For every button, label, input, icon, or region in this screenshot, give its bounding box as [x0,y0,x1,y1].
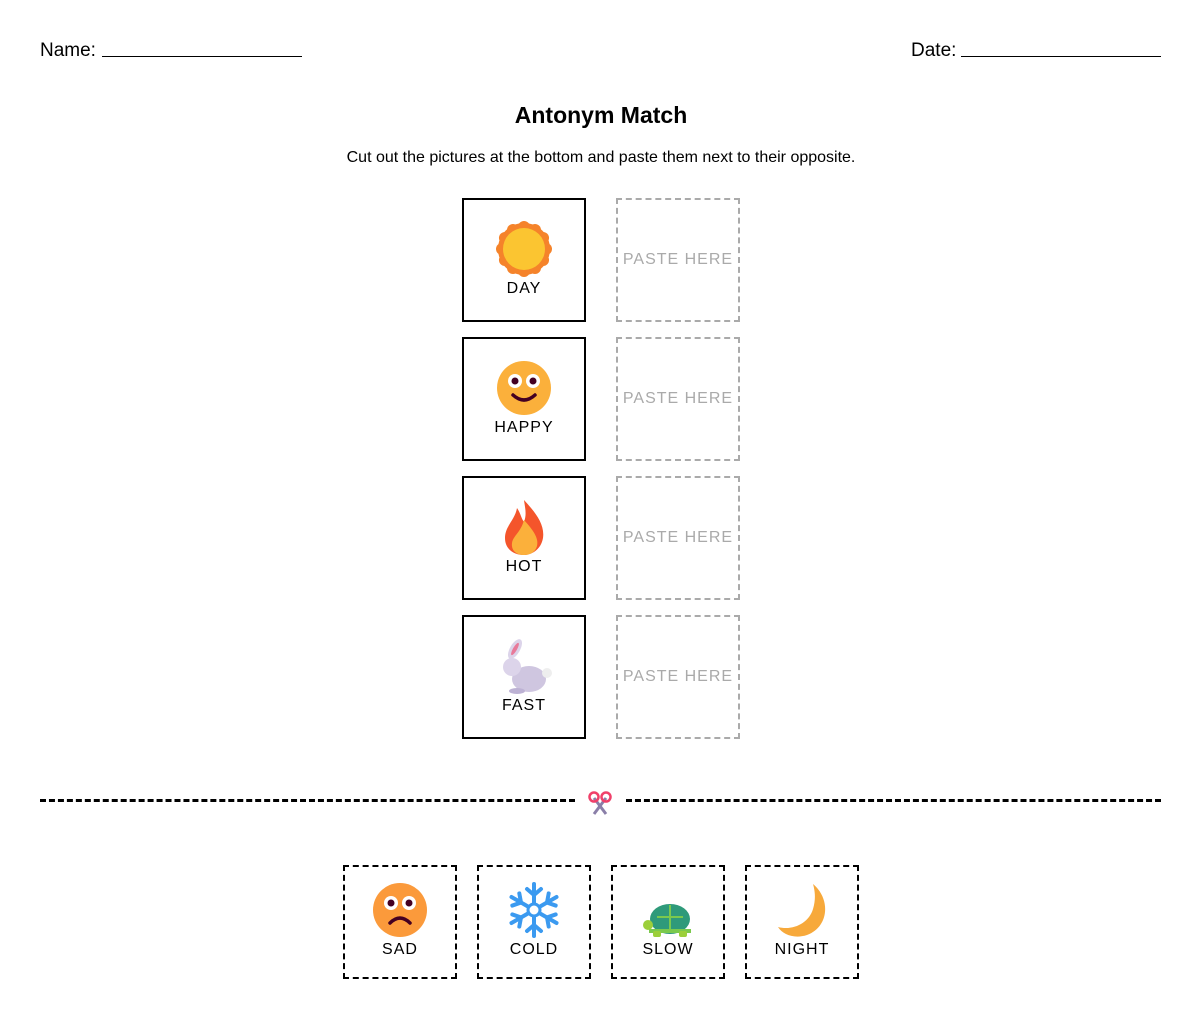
cutout-card[interactable]: COLD [477,865,591,979]
name-label: Name: [40,40,96,61]
paste-target[interactable]: PASTE HERE [616,337,740,461]
paste-target[interactable]: PASTE HERE [616,476,740,600]
rabbit-icon [503,639,552,694]
cut-line-right [626,799,1161,802]
word-card: HOT [462,476,586,600]
sad-face-icon [373,883,427,937]
cutout-label: SAD [382,941,418,958]
snowflake-icon [509,882,559,938]
fire-icon [505,500,544,555]
name-field[interactable] [102,56,302,57]
cutout-label: COLD [509,941,559,958]
date-field[interactable] [961,56,1161,57]
date-label: Date: [911,40,957,61]
cutout-label: NIGHT [774,941,830,958]
word-label: HAPPY [494,419,554,436]
word-card: FAST [462,615,586,739]
paste-label: PASTE HERE [622,251,734,268]
cut-line-left [40,799,575,802]
sun-icon [496,221,552,277]
paste-label: PASTE HERE [622,529,734,546]
cutout-card[interactable]: SLOW [611,865,725,979]
moon-icon [778,884,826,937]
paste-label: PASTE HERE [622,390,734,407]
word-label: FAST [501,697,546,714]
cutout-label: SLOW [642,941,694,958]
paste-target[interactable]: PASTE HERE [616,198,740,322]
scissors-icon [587,790,613,816]
turtle-icon [643,904,691,937]
word-label: DAY [506,280,542,297]
word-card: DAY [462,198,586,322]
paste-label: PASTE HERE [622,668,734,685]
paste-target[interactable]: PASTE HERE [616,615,740,739]
word-card: HAPPY [462,337,586,461]
happy-face-icon [497,361,551,415]
page-title: Antonym Match [514,102,688,128]
cutout-card[interactable]: SAD [343,865,457,979]
instructions: Cut out the pictures at the bottom and p… [346,149,856,166]
word-label: HOT [505,558,543,575]
cutout-card[interactable]: NIGHT [745,865,859,979]
